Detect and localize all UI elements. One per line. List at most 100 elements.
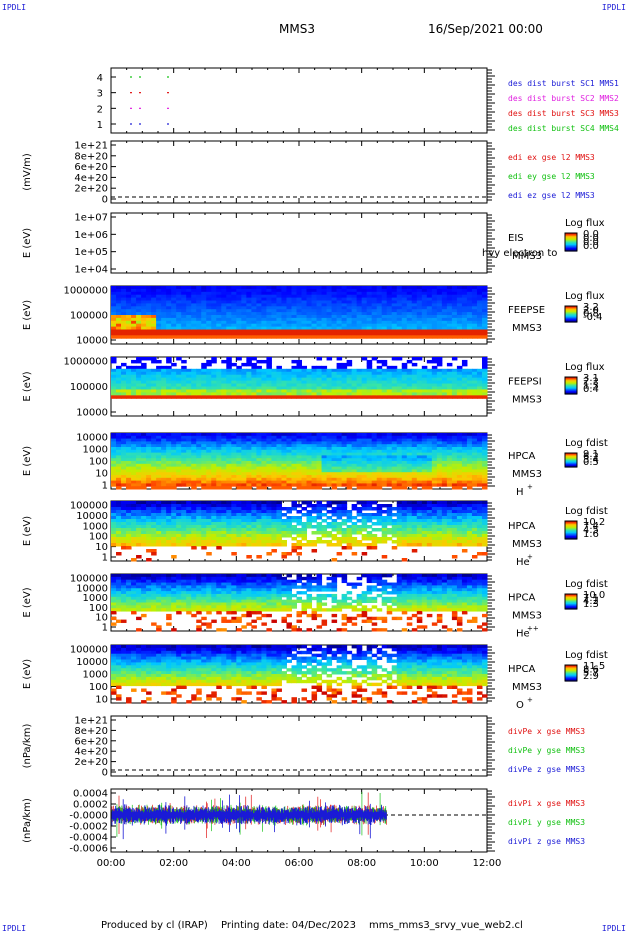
p5-spectrogram-cell [116, 392, 122, 396]
p7-spectrogram-cell [206, 537, 212, 541]
p6-spectrogram-cell [431, 475, 438, 479]
p4-spectrogram-cell [381, 291, 388, 296]
p4-spectrogram-cell [181, 294, 187, 299]
p6-spectrogram-cell [191, 463, 197, 468]
p4-spectrogram-cell [126, 315, 132, 319]
p4-spectrogram-cell [336, 288, 343, 293]
p5-spectrogram-cell [151, 386, 157, 390]
p6-spectrogram-cell [156, 477, 162, 482]
p4-spectrogram-cell [261, 335, 267, 339]
p4-spectrogram-cell [301, 329, 308, 333]
p6-spectrogram-cell [146, 472, 152, 476]
p7-spectrogram-cell [181, 513, 187, 517]
p4-spectrogram-cell [166, 329, 172, 333]
p4-spectrogram-cell [196, 323, 202, 328]
p6-spectrogram-cell [131, 455, 137, 459]
p6-spectrogram-cell [121, 438, 127, 442]
p5-spectrogram-cell [311, 371, 318, 376]
p6-spectrogram-cell [341, 435, 348, 440]
p4-spectrogram-cell [251, 286, 257, 290]
p4-spectrogram-cell [316, 329, 323, 333]
p4-spectrogram-cell [366, 300, 373, 304]
p5-spectrogram-cell [331, 380, 338, 385]
p4-spectrogram-cell [216, 303, 222, 307]
p6-spectrogram-cell [206, 455, 212, 459]
p4-spectrogram-cell [251, 306, 257, 310]
p6-spectrogram-cell [146, 433, 152, 437]
p5-spectrogram-cell [166, 383, 172, 387]
p4-spectrogram-cell [111, 288, 117, 293]
p4-spectrogram-cell [336, 332, 343, 336]
p6-spectrogram-cell [481, 433, 488, 437]
p4-spectrogram-cell [316, 320, 323, 325]
p6-spectrogram-cell [406, 449, 413, 454]
p6-spectrogram-cell [246, 477, 252, 482]
p4-spectrogram-cell [361, 297, 368, 301]
p6-spectrogram-cell [381, 438, 388, 442]
p4-spectrogram-cell [326, 291, 333, 296]
p6-spectrogram-cell [436, 461, 443, 465]
p6-spectrogram-cell [416, 444, 423, 448]
p7-spectrogram-cell [141, 543, 147, 547]
p5-spectrogram-cell [436, 395, 443, 399]
p6-spectrogram-cell [181, 447, 187, 451]
p5-spectrogram-cell [341, 365, 348, 370]
p7-spectrogram-cell [181, 504, 187, 508]
p6-spectrogram-cell [466, 444, 473, 448]
p7-spectrogram-cell [121, 543, 127, 547]
p4-spectrogram-cell [376, 326, 383, 330]
p5-spectrogram-cell [246, 368, 252, 373]
p5-colorbar-value: 1.3 [583, 380, 599, 391]
p7-spectrogram-cell [266, 540, 272, 544]
p4-spectrogram-cell [276, 329, 282, 333]
p6-spectrogram-cell [286, 441, 292, 445]
p5-spectrogram-cell [251, 368, 257, 373]
p5-spectrogram-cell [441, 389, 448, 393]
p6-spectrogram-cell [481, 477, 488, 482]
p6-spectrogram-cell [441, 449, 448, 454]
p6-spectrogram-cell [201, 461, 207, 465]
p7-spectrogram-cell [266, 501, 272, 505]
p6-spectrogram-cell [446, 447, 453, 451]
p6-spectrogram-cell [231, 480, 237, 484]
p4-spectrogram-cell [326, 309, 333, 313]
p4-spectrogram-cell [211, 323, 217, 328]
p7-spectrogram-cell [186, 537, 192, 541]
p5-spectrogram-cell [426, 389, 433, 393]
p6-spectrogram-cell [346, 469, 353, 473]
p5-colorbar-cell [565, 383, 577, 385]
p6-spectrogram-cell [226, 483, 232, 487]
p7-spectrogram-cell [251, 504, 257, 508]
p5-spectrogram-cell [166, 365, 172, 370]
p7-spectrogram-cell [306, 543, 313, 547]
p6-spectrogram-cell [406, 480, 413, 484]
p5-spectrogram-cell [196, 392, 202, 396]
p5-spectrogram-cell [226, 383, 232, 387]
p5-spectrogram-cell [301, 371, 308, 376]
p6-spectrogram-cell [311, 438, 318, 442]
p5-colorbar-cell [565, 388, 577, 390]
p4-spectrogram-cell [351, 309, 358, 313]
p6-spectrogram-cell [291, 469, 297, 473]
p4-spectrogram-cell [181, 297, 187, 301]
p6-spectrogram-cell [391, 455, 398, 459]
p6-spectrogram-cell [476, 463, 483, 468]
p5-spectrogram-cell [411, 392, 418, 396]
p7-spectrogram-cell [171, 522, 177, 526]
p5-spectrogram-cell [111, 386, 117, 390]
p4-spectrogram-cell [461, 317, 468, 322]
p7-spectrogram-cell [196, 522, 202, 526]
p6-spectrogram-cell [216, 441, 222, 445]
p4-spectrogram-cell [251, 315, 257, 319]
p5-spectrogram-cell [316, 392, 323, 396]
p5-spectrogram-cell [161, 392, 167, 396]
p7-spectrogram-cell [181, 507, 187, 511]
p7-spectrogram-cell [276, 507, 282, 511]
p5-spectrogram-cell [386, 374, 393, 379]
p5-spectrogram-cell [191, 380, 197, 385]
p4-spectrogram-cell [161, 323, 167, 328]
p4-spectrogram-cell [141, 286, 147, 290]
p6-spectrogram-cell [296, 483, 303, 487]
p4-spectrogram-cell [261, 291, 267, 296]
p4-spectrogram-cell [166, 323, 172, 328]
